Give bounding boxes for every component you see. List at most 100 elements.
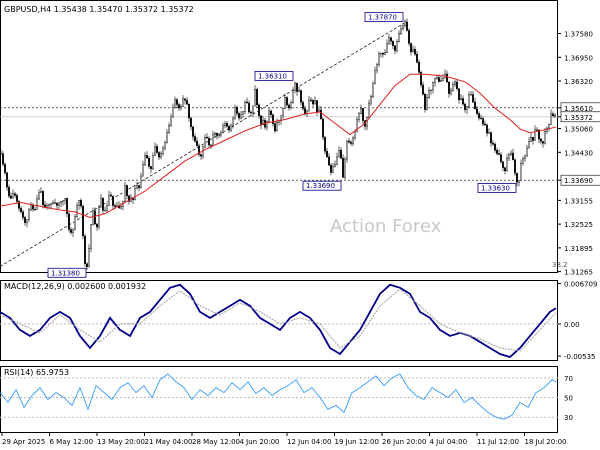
candle-body — [402, 25, 404, 30]
candle-body — [84, 235, 86, 264]
candle-body — [270, 110, 272, 115]
candle-body — [386, 43, 388, 53]
price-annotation-box — [254, 71, 294, 81]
candle-body — [450, 90, 452, 94]
candle-body — [382, 53, 384, 55]
candle-body — [160, 153, 162, 158]
candle-body — [210, 144, 212, 146]
candle-body — [326, 150, 328, 158]
candle-body — [242, 111, 244, 115]
x-tick-label: 4 Jun 20:00 — [240, 438, 280, 446]
candle-body — [124, 185, 126, 202]
candle-body — [454, 81, 456, 85]
price-annotation: 1.33630 — [481, 184, 510, 192]
candle-body — [14, 193, 16, 196]
candle-body — [246, 101, 248, 104]
macd-title: MACD(12,26,9) 0.002600 0.001932 — [4, 282, 146, 291]
candle-body — [292, 90, 294, 103]
candle-body — [16, 195, 18, 202]
candle-body — [252, 105, 254, 113]
x-tick-label: 6 May 12:00 — [50, 438, 94, 446]
x-tick-label: 13 May 20:00 — [97, 438, 145, 446]
candle-body — [294, 82, 296, 91]
candle-body — [140, 175, 142, 188]
candle-body — [166, 132, 168, 143]
candle-body — [476, 108, 478, 114]
candle-body — [42, 191, 44, 206]
candle-body — [28, 209, 30, 220]
candle-body — [102, 197, 104, 211]
candle-body — [152, 155, 154, 169]
candle-body — [520, 163, 522, 181]
candle-body — [438, 77, 440, 82]
candle-body — [458, 88, 460, 101]
candle-body — [68, 213, 70, 230]
candle-body — [506, 157, 508, 172]
candle-body — [238, 113, 240, 119]
candle-body — [338, 150, 340, 158]
candle-body — [416, 54, 418, 63]
candle-body — [96, 223, 98, 228]
candle-body — [530, 137, 532, 142]
candle-body — [266, 121, 268, 128]
candle-body — [104, 210, 106, 212]
candle-body — [174, 99, 176, 108]
candle-body — [62, 200, 64, 202]
candle-body — [60, 201, 62, 204]
candle-body — [526, 147, 528, 157]
candle-body — [514, 159, 516, 174]
candle-body — [18, 201, 20, 209]
candle-body — [198, 145, 200, 155]
macd-tick-label: 0.006709 — [564, 281, 597, 289]
candle-body — [528, 141, 530, 149]
candle-body — [64, 198, 66, 201]
candle-body — [100, 197, 102, 208]
candle-body — [342, 157, 344, 178]
candle-body — [360, 108, 362, 114]
candle-body — [20, 208, 22, 212]
candle-body — [340, 150, 342, 159]
candle-body — [206, 136, 208, 139]
candle-body — [8, 186, 10, 197]
candle-body — [320, 109, 322, 120]
candle-body — [554, 115, 556, 117]
candle-body — [370, 96, 372, 104]
candle-body — [484, 123, 486, 126]
candle-body — [110, 194, 112, 197]
candle-body — [224, 123, 226, 127]
candle-body — [86, 263, 88, 268]
candle-body — [72, 228, 74, 233]
candle-body — [400, 28, 402, 34]
candle-body — [446, 73, 448, 83]
price-tick-label: 1.32525 — [564, 221, 593, 229]
macd-tick-label: 0.00 — [564, 321, 580, 329]
candle-body — [162, 147, 164, 154]
candle-body — [328, 156, 330, 166]
candle-body — [440, 80, 442, 82]
candle-body — [498, 153, 500, 155]
candle-body — [248, 102, 250, 113]
candle-body — [486, 124, 488, 134]
candle-body — [218, 134, 220, 136]
candle-body — [536, 129, 538, 131]
candle-body — [426, 97, 428, 110]
candle-body — [330, 164, 332, 173]
macd-signal-line — [0, 288, 557, 352]
price-tag-box — [560, 111, 600, 123]
rsi-title: RSI(14) 65.9753 — [4, 368, 69, 377]
candle-body — [148, 157, 150, 167]
candle-body — [138, 185, 140, 188]
candle-body — [176, 99, 178, 105]
candle-body — [456, 81, 458, 89]
candle-body — [350, 141, 352, 144]
price-annotation-box — [47, 267, 87, 278]
candle-body — [282, 108, 284, 117]
candle-body — [452, 84, 454, 91]
candle-body — [448, 81, 450, 94]
candle-body — [280, 115, 282, 122]
macd-panel: MACD(12,26,9) 0.002600 0.001932 — [4, 282, 146, 291]
candle-body — [2, 153, 4, 165]
candle-body — [234, 107, 236, 119]
candle-body — [10, 195, 12, 199]
